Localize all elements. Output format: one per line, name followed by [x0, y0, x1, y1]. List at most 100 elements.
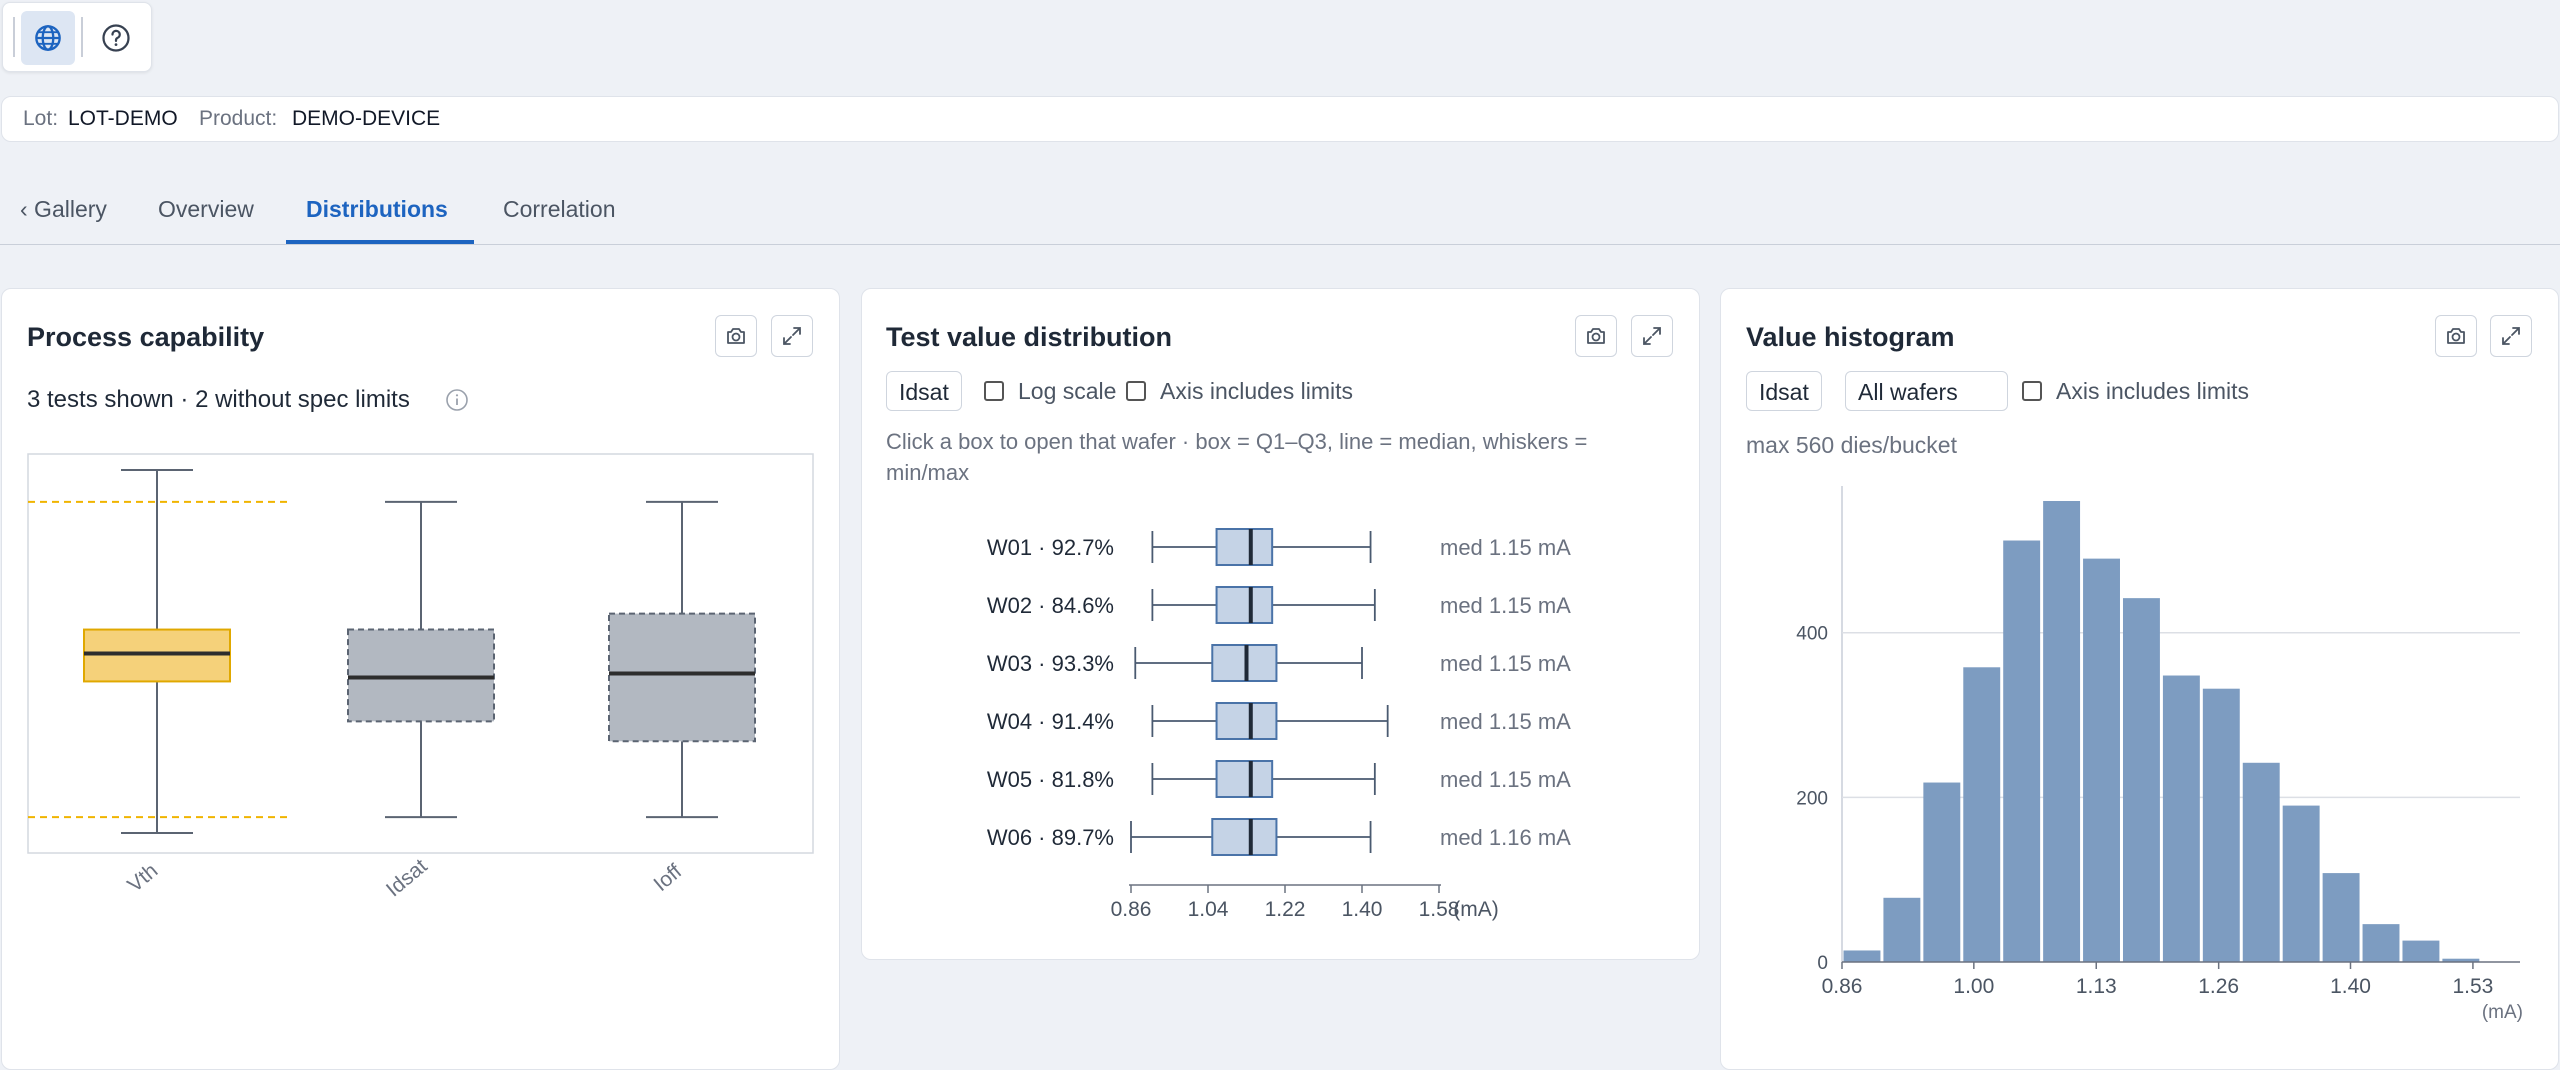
- tab-correlation[interactable]: Correlation: [503, 196, 616, 222]
- y-tick-label: 400: [1796, 624, 1828, 645]
- info-icon[interactable]: [445, 388, 469, 412]
- wafer-row-label: W02 · 84.6%: [987, 593, 1114, 618]
- axis-limits-checkbox[interactable]: [1126, 381, 1146, 401]
- axis-limits-checkbox[interactable]: [2022, 381, 2042, 401]
- expand-button[interactable]: [2490, 315, 2532, 357]
- median-label: med 1.15 mA: [1440, 767, 1571, 792]
- wafer-box-row[interactable]: W05 · 81.8% med 1.15 mA: [987, 760, 1571, 798]
- x-tick-label: Vth: [123, 859, 162, 897]
- lot-info-bar: Lot: LOT-DEMO Product: DEMO-DEVICE: [1, 96, 2559, 142]
- histogram-bar: [1963, 667, 2001, 962]
- median-label: med 1.15 mA: [1440, 651, 1571, 676]
- tab-bar: ‹ Gallery Overview Distributions Correla…: [0, 182, 2560, 245]
- toolbar-divider: [81, 17, 83, 57]
- axis-limits-label: Axis includes limits: [2056, 378, 2249, 404]
- y-tick-label: 200: [1796, 788, 1828, 809]
- median-label: med 1.16 mA: [1440, 825, 1571, 850]
- product-value: DEMO-DEVICE: [292, 107, 441, 130]
- capability-box-ioff: [608, 500, 756, 819]
- iqr-box: [1215, 760, 1274, 798]
- camera-icon: [1587, 328, 1605, 344]
- wafer-box-row[interactable]: W03 · 93.3% med 1.15 mA: [987, 644, 1571, 682]
- help-button[interactable]: [89, 11, 143, 65]
- histogram-bar: [2282, 805, 2320, 962]
- lot-value: LOT-DEMO: [68, 107, 178, 130]
- median-label: med 1.15 mA: [1440, 535, 1571, 560]
- x-axis-unit: (mA): [2482, 1002, 2523, 1023]
- screenshot-button[interactable]: [2435, 315, 2477, 357]
- histogram-chart: 0 200 400 0.86 1.00 1.13 1.26 1.40 1.53 (mA): [1796, 486, 2523, 1023]
- capability-box-vth: [28, 468, 287, 835]
- globe-icon: [35, 25, 61, 51]
- expand-button[interactable]: [771, 315, 813, 357]
- lot-label: Lot:: [23, 107, 59, 130]
- histogram-bar: [1883, 897, 1921, 962]
- wafer-box-row[interactable]: W01 · 92.7% med 1.15 mA: [987, 528, 1571, 566]
- screenshot-button[interactable]: [1575, 315, 1617, 357]
- value-histogram-card: Value histogram Idsat All wafers Axis in…: [1720, 288, 2559, 1070]
- tab-gallery[interactable]: ‹ Gallery: [20, 196, 107, 222]
- card-title: Process capability: [27, 322, 265, 352]
- histogram-bar: [2322, 873, 2360, 962]
- camera-icon: [727, 328, 745, 344]
- x-tick-label: 1.40: [1342, 898, 1383, 921]
- histogram-max-label: max 560 dies/bucket: [1746, 432, 1957, 458]
- wafer-row-label: W04 · 91.4%: [987, 709, 1114, 734]
- distribution-hint: Click a box to open that wafer · box = Q…: [886, 429, 1588, 485]
- x-tick-label: Idsat: [382, 854, 432, 901]
- histogram-bar: [2043, 501, 2081, 962]
- distribution-chart: W01 · 92.7% med 1.15 mA W02 · 84.6% med 1.1…: [987, 528, 1571, 921]
- test-select[interactable]: Idsat: [886, 371, 962, 411]
- iqr-box: [1215, 586, 1274, 624]
- x-tick-label: Ioff: [649, 860, 686, 896]
- x-tick-label: 0.86: [1111, 898, 1152, 921]
- histogram-bar: [2202, 688, 2240, 962]
- histogram-bar: [1923, 782, 1961, 962]
- histogram-bar: [2083, 558, 2120, 962]
- y-tick-label: 0: [1817, 953, 1828, 974]
- camera-icon: [2447, 328, 2465, 344]
- x-tick-label: 1.22: [1265, 898, 1306, 921]
- histogram-bar: [2362, 924, 2400, 962]
- median-label: med 1.15 mA: [1440, 709, 1571, 734]
- histogram-bar: [2402, 940, 2440, 962]
- help-circle-icon: [102, 24, 130, 52]
- x-tick-label: 1.13: [2076, 975, 2117, 998]
- product-label: Product:: [199, 107, 278, 130]
- test-distribution-card: Test value distribution Idsat Log scale …: [861, 288, 1700, 960]
- iqr-box: [1211, 818, 1278, 856]
- x-tick-label: 1.26: [2198, 975, 2239, 998]
- screenshot-button[interactable]: [715, 315, 757, 357]
- x-tick-label: 0.86: [1822, 975, 1863, 998]
- capability-summary: 3 tests shown · 2 without spec limits: [27, 386, 410, 413]
- wafer-box-row[interactable]: W02 · 84.6% med 1.15 mA: [987, 586, 1571, 624]
- wafer-box-row[interactable]: W04 · 91.4% med 1.15 mA: [987, 702, 1571, 740]
- test-select[interactable]: Idsat: [1746, 371, 1822, 411]
- iqr-box: [1215, 702, 1278, 740]
- histogram-bar: [1843, 950, 1881, 962]
- wafer-row-label: W03 · 93.3%: [987, 651, 1114, 676]
- tab-overview[interactable]: Overview: [158, 196, 254, 222]
- card-title: Value histogram: [1746, 322, 1955, 352]
- expand-button[interactable]: [1631, 315, 1673, 357]
- top-toolbar: [2, 2, 152, 72]
- language-button[interactable]: [21, 11, 75, 65]
- capability-box-idsat: [347, 500, 495, 819]
- log-scale-label: Log scale: [1018, 378, 1117, 404]
- iqr-box: [608, 612, 756, 743]
- capability-chart: Vth Idsat Ioff: [27, 453, 814, 901]
- x-tick-label: 1.04: [1188, 898, 1229, 921]
- histogram-bar: [2162, 675, 2200, 962]
- expand-icon: [783, 327, 801, 345]
- toolbar-divider: [13, 17, 15, 57]
- tab-distributions[interactable]: Distributions: [306, 196, 448, 222]
- x-tick-label: 1.53: [2452, 975, 2493, 998]
- wafer-box-row[interactable]: W06 · 89.7% med 1.16 mA: [987, 818, 1571, 856]
- wafer-select[interactable]: All wafers: [1845, 371, 2008, 411]
- wafer-row-label: W06 · 89.7%: [987, 825, 1114, 850]
- x-axis-unit: (mA): [1453, 898, 1499, 921]
- x-tick-label: 1.00: [1953, 975, 1994, 998]
- log-scale-checkbox[interactable]: [984, 381, 1004, 401]
- x-tick-label: 1.40: [2330, 975, 2371, 998]
- active-tab-indicator: [286, 240, 474, 244]
